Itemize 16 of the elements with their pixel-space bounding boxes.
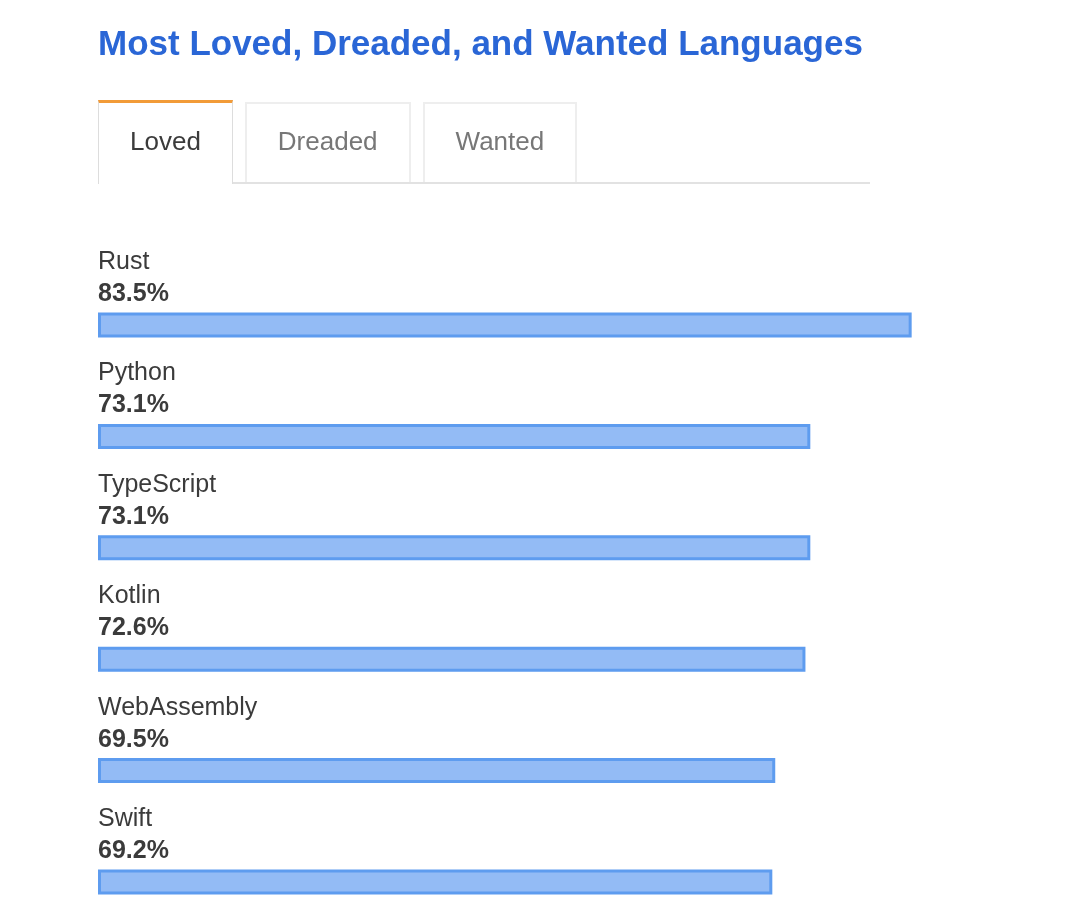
chart-title: Most Loved, Dreaded, and Wanted Languages: [98, 23, 863, 63]
data-label: 69.5%: [98, 723, 169, 752]
data-label: 69.2%: [98, 835, 169, 863]
y-tick-label: Python: [98, 357, 176, 386]
data-label: 73.1%: [98, 389, 169, 418]
y-tick-label: WebAssembly: [98, 691, 258, 720]
y-tick-label: Swift: [98, 803, 153, 831]
tab: Dreaded: [244, 102, 411, 182]
tab: Loved: [98, 100, 233, 184]
tab: Wanted: [422, 102, 578, 182]
y-tick-label: Kotlin: [98, 580, 161, 609]
y-tick-label: Rust: [98, 246, 150, 274]
data-label: 73.1%: [98, 500, 169, 529]
y-tick-label: TypeScript: [98, 468, 217, 497]
data-label: 83.5%: [98, 278, 169, 306]
data-label: 72.6%: [98, 612, 169, 641]
